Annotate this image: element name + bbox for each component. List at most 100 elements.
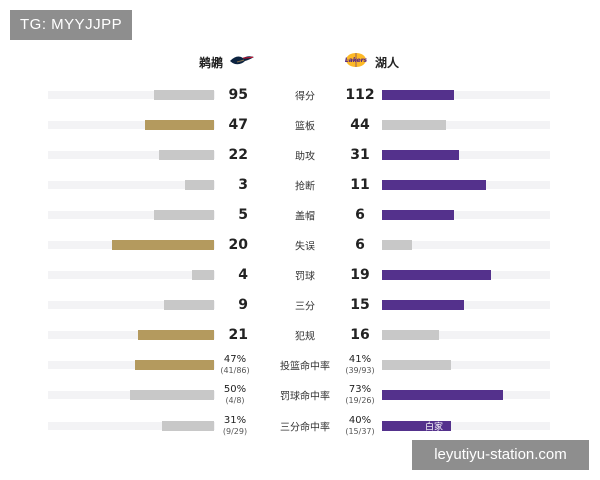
stat-label: 失误 — [295, 241, 315, 253]
stat-row: 5 6 盖帽 — [0, 200, 600, 230]
away-bar-track — [382, 361, 550, 369]
away-stat-bar — [382, 210, 454, 220]
home-bar-track — [48, 151, 215, 159]
away-stat-value: 31 — [350, 147, 370, 163]
away-stat-value: 15 — [350, 297, 370, 313]
away-bar-track — [382, 151, 550, 159]
telegram-tag: TG: MYYJJPP — [10, 10, 133, 40]
home-made-attempts: (41/86) — [220, 366, 250, 375]
away-stat-bar — [382, 240, 412, 250]
away-stat-bar — [382, 330, 439, 340]
stat-label: 犯规 — [295, 331, 315, 343]
home-stat-value: 3 — [238, 177, 248, 193]
away-bar-track — [382, 422, 550, 430]
away-bar-track — [382, 331, 550, 339]
home-bar-track — [48, 422, 215, 430]
home-stat-bar — [138, 330, 214, 340]
home-stat-value: 47 — [228, 117, 248, 133]
home-stat-value: 20 — [228, 237, 248, 253]
away-made-attempts: (19/26) — [345, 396, 375, 405]
home-stat-value: 31% (9/29) — [215, 415, 255, 437]
stat-label: 三分命中率 — [280, 422, 330, 434]
stat-row: 50% (4/8) 73% (19/26) 罚球命中率 — [0, 380, 600, 410]
away-bar-track — [382, 121, 550, 129]
bar-overlay-text: 白家 — [425, 422, 444, 433]
home-stat-bar — [130, 390, 214, 400]
home-pct: 47% — [223, 354, 247, 365]
home-stat-value: 9 — [238, 297, 248, 313]
home-stat-value: 50% (4/8) — [215, 384, 255, 406]
away-stat-value: 11 — [350, 177, 370, 193]
stat-row: 20 6 失误 — [0, 230, 600, 260]
away-stat-bar — [382, 360, 451, 370]
stat-row: 21 16 犯规 — [0, 320, 600, 350]
away-stat-bar — [382, 150, 459, 160]
away-stat-bar — [382, 390, 503, 400]
stat-row: 95 112 得分 — [0, 80, 600, 110]
home-stat-bar — [154, 210, 214, 220]
stat-label: 助攻 — [295, 151, 315, 163]
away-stat-bar — [382, 270, 491, 280]
away-stat-value: 73% (19/26) — [340, 384, 380, 406]
home-bar-track — [48, 331, 215, 339]
stat-row: 9 15 三分 — [0, 290, 600, 320]
svg-text:Lakers: Lakers — [345, 57, 368, 64]
home-stat-bar — [164, 300, 214, 310]
away-stat-bar — [382, 300, 464, 310]
away-stat-bar — [382, 120, 446, 130]
away-pct: 40% — [348, 415, 372, 426]
away-stat-bar — [382, 421, 451, 431]
home-stat-bar — [135, 360, 214, 370]
stat-label: 盖帽 — [295, 211, 315, 223]
home-bar-track — [48, 181, 215, 189]
stat-label: 投篮命中率 — [280, 361, 330, 373]
away-stat-value: 41% (39/93) — [340, 354, 380, 376]
away-stat-value: 112 — [345, 87, 375, 103]
home-stat-value: 5 — [238, 207, 248, 223]
stat-row: 47% (41/86) 41% (39/93) 投篮命中率 — [0, 350, 600, 380]
home-stat-bar — [159, 150, 214, 160]
home-team-header: 鹈鹕 — [199, 52, 255, 72]
home-made-attempts: (4/8) — [225, 396, 245, 405]
pelicans-logo-icon — [229, 52, 255, 72]
stat-label: 罚球 — [295, 271, 315, 283]
away-stat-bar — [382, 90, 454, 100]
away-stat-bar — [382, 180, 486, 190]
home-bar-track — [48, 271, 215, 279]
home-stat-bar — [145, 120, 214, 130]
away-made-attempts: (39/93) — [345, 366, 375, 375]
home-stat-bar — [112, 240, 214, 250]
stat-label: 得分 — [295, 91, 315, 103]
home-bar-track — [48, 121, 215, 129]
home-stat-value: 95 — [228, 87, 248, 103]
home-bar-track — [48, 211, 215, 219]
home-stat-value: 21 — [228, 327, 248, 343]
home-pct: 31% — [223, 415, 247, 426]
away-bar-track — [382, 241, 550, 249]
stat-label: 篮板 — [295, 121, 315, 133]
home-made-attempts: (9/29) — [222, 427, 248, 436]
away-bar-track — [382, 211, 550, 219]
home-stat-bar — [192, 270, 214, 280]
site-watermark: leyutiyu-station.com — [412, 440, 589, 470]
stat-label: 抢断 — [295, 181, 315, 193]
away-stat-value: 40% (15/37) — [340, 415, 380, 437]
away-team-header: Lakers 湖人 — [343, 52, 399, 72]
stat-row: 47 44 篮板 — [0, 110, 600, 140]
away-stat-value: 19 — [350, 267, 370, 283]
stat-row: 3 11 抢断 — [0, 170, 600, 200]
lakers-logo-icon: Lakers — [343, 52, 369, 72]
home-stat-value: 47% (41/86) — [215, 354, 255, 376]
away-pct: 73% — [348, 384, 372, 395]
away-stat-value: 6 — [355, 207, 365, 223]
away-bar-track — [382, 301, 550, 309]
stat-row: 22 31 助攻 — [0, 140, 600, 170]
home-stat-bar — [162, 421, 214, 431]
home-bar-track — [48, 91, 215, 99]
away-pct: 41% — [348, 354, 372, 365]
stat-label: 罚球命中率 — [280, 391, 330, 403]
away-stat-value: 44 — [350, 117, 370, 133]
away-team-name: 湖人 — [375, 55, 400, 70]
home-stat-bar — [185, 180, 214, 190]
home-stat-value: 22 — [228, 147, 248, 163]
